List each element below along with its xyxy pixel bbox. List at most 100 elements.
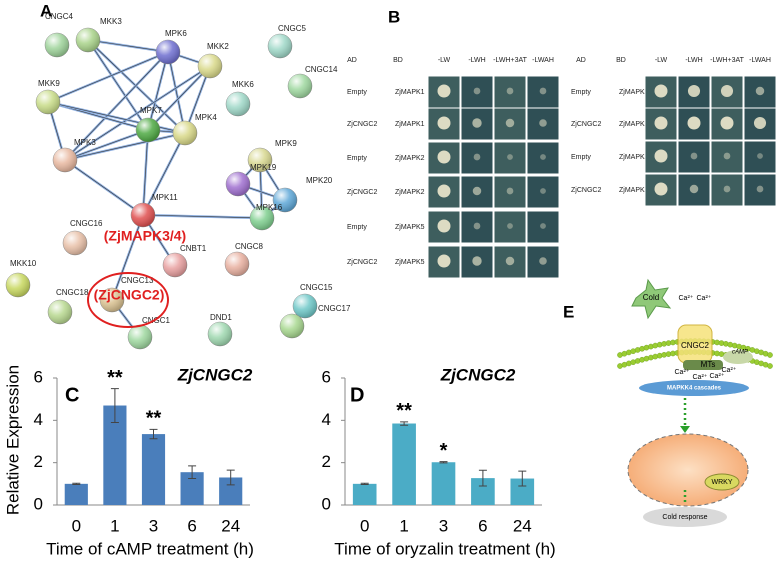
plate-cell	[460, 245, 494, 279]
edge-core	[87, 39, 169, 53]
lipid-head	[767, 352, 773, 358]
significance-mark: **	[396, 400, 412, 422]
column-header: -LWH	[685, 57, 702, 64]
node-shine	[225, 252, 249, 276]
node-label: CNGC8	[235, 242, 264, 251]
colony	[437, 116, 451, 130]
colony	[539, 257, 547, 265]
calcium-label: Ca²⁺	[693, 374, 708, 381]
colony	[437, 184, 451, 198]
node-shine	[226, 92, 250, 116]
plate-cell	[493, 175, 527, 209]
node-shine	[36, 90, 60, 114]
colony	[689, 184, 699, 194]
row-label: ZjCNGC2	[347, 189, 377, 196]
x-tick-label: 0	[72, 516, 81, 535]
colony	[437, 150, 451, 164]
error-bar	[226, 469, 235, 486]
edge-core	[47, 51, 169, 103]
colony	[505, 256, 515, 266]
plate-cell	[460, 75, 494, 109]
node-shine	[76, 28, 100, 52]
edge-core	[64, 159, 144, 216]
node-label: MPK7	[140, 106, 162, 115]
panel-label: A	[40, 1, 52, 20]
edge-core	[87, 39, 149, 131]
node-shine	[128, 325, 152, 349]
node-shine	[273, 188, 297, 212]
node-shine	[248, 148, 272, 172]
colony	[507, 223, 513, 229]
y-tick-label: 4	[322, 410, 331, 429]
bar	[431, 462, 456, 505]
node-shine	[163, 253, 187, 277]
plate-cell	[677, 140, 711, 174]
row-label: ZjMAPK1	[395, 89, 425, 96]
bar	[64, 483, 88, 505]
row-label: ZjCNGC2	[571, 121, 601, 128]
x-tick-label: 3	[149, 516, 158, 535]
colony	[720, 84, 734, 98]
plate-cell	[710, 173, 744, 207]
calcium-label: Ca²⁺	[679, 295, 694, 302]
panel-label: B	[388, 7, 400, 26]
cascade-ellipse	[639, 380, 749, 396]
node-label: CNGC4	[45, 12, 74, 21]
mts-label: MTs	[701, 360, 716, 369]
y-tick-label: 2	[322, 452, 331, 471]
row-label: Empty	[571, 154, 591, 161]
node-label: MPK6	[165, 29, 187, 38]
x-axis-title: Time of cAMP treatment (h)	[46, 539, 254, 558]
cascade-label: MAPKK4 cascades	[667, 386, 722, 392]
significance-mark: **	[107, 367, 123, 389]
node-shine	[208, 322, 232, 346]
node-label: CNBT1	[180, 244, 207, 253]
node-label: MKK2	[207, 42, 229, 51]
column-header: BD	[393, 57, 403, 64]
error-bar	[518, 470, 527, 487]
row-label: ZjMAPKK4	[619, 121, 653, 128]
colony	[506, 187, 514, 195]
node-label: MKK3	[100, 17, 122, 26]
node-label: MKK10	[10, 259, 37, 268]
x-tick-label: 3	[439, 516, 448, 535]
cold-star	[631, 278, 672, 320]
colony	[654, 182, 668, 196]
y-tick-label: 6	[34, 367, 43, 386]
colony	[506, 87, 514, 95]
colony	[472, 186, 482, 196]
node-label: MPK11	[152, 193, 178, 202]
colony	[690, 152, 698, 160]
colony	[720, 116, 734, 130]
node-shine	[136, 118, 160, 142]
calcium-label: Ca²⁺	[675, 369, 690, 376]
row-label: ZjMAPK5	[395, 224, 425, 231]
node-shine	[100, 288, 124, 312]
column-header: -LWAH	[749, 57, 771, 64]
node-shine	[198, 54, 222, 78]
column-header: -LWH	[468, 57, 485, 64]
error-bar	[72, 482, 81, 485]
row-label: ZjMAPKK9	[619, 154, 653, 161]
plate-cell	[677, 107, 711, 141]
plate-cell	[743, 173, 777, 207]
row-label: ZjMAPK2	[395, 189, 425, 196]
bar	[510, 478, 535, 505]
node-label: MPK20	[306, 176, 333, 185]
plate-cell	[526, 175, 560, 209]
bar	[471, 478, 495, 505]
node-shine	[48, 300, 72, 324]
panel-label: C	[65, 384, 79, 406]
node-shine	[6, 273, 30, 297]
edge-core	[142, 132, 186, 216]
x-tick-label: 0	[360, 516, 369, 535]
row-label: ZjMAPK5	[395, 259, 425, 266]
colony	[654, 84, 668, 98]
error-bar	[400, 421, 409, 426]
significance-mark: *	[440, 440, 448, 462]
tf-blob	[704, 473, 740, 491]
